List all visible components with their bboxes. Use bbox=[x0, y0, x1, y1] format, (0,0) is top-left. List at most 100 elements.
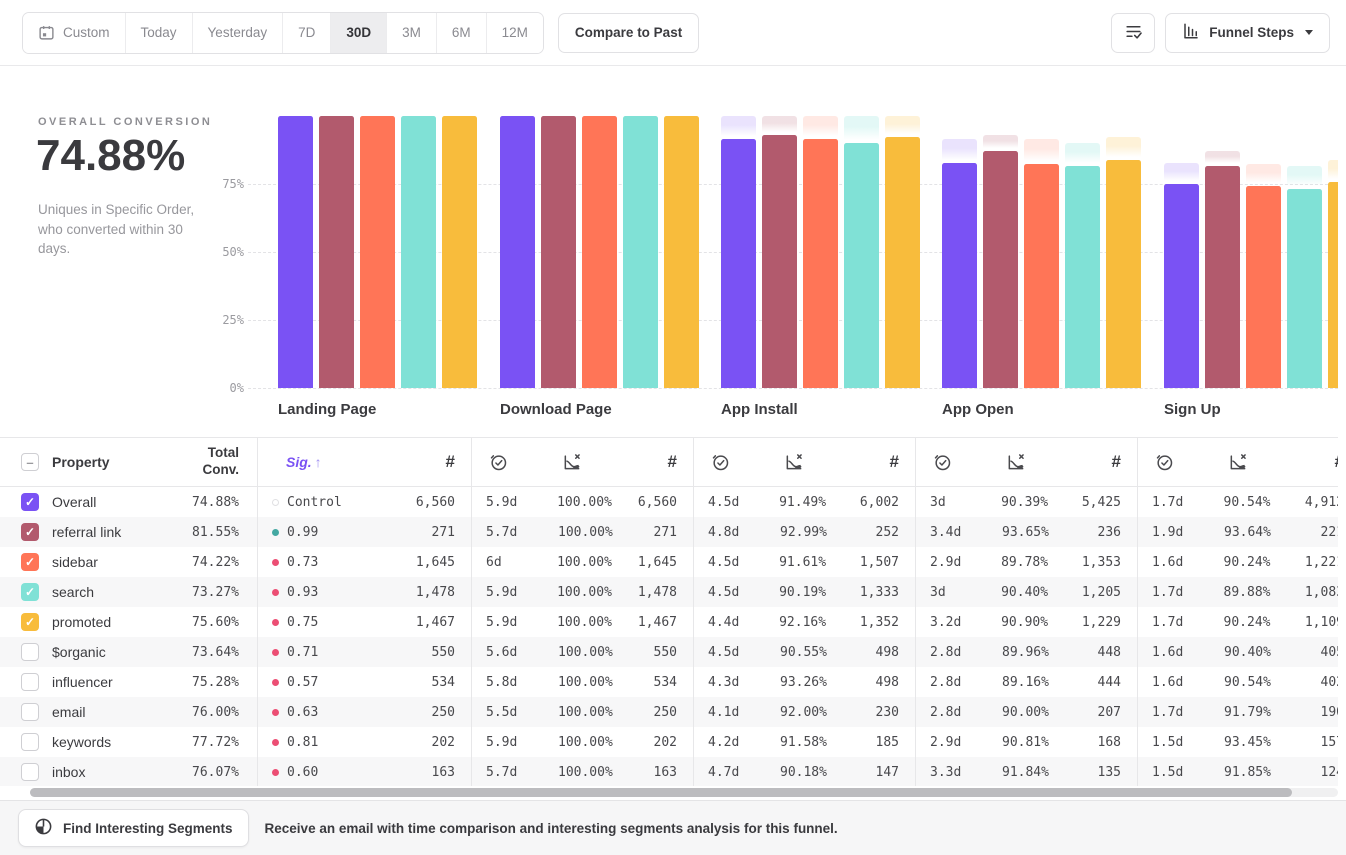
horizontal-scrollbar bbox=[0, 787, 1346, 800]
row-checkbox[interactable]: ✓ bbox=[21, 583, 39, 601]
step-count: 250 bbox=[653, 704, 677, 720]
bar-referral-link-0[interactable] bbox=[319, 116, 354, 388]
list-check-button[interactable] bbox=[1111, 12, 1156, 53]
step-group-cells-2: 5.7d 100.00% 163 bbox=[472, 757, 694, 786]
row-checkbox[interactable] bbox=[21, 703, 39, 721]
bar-Overall-2[interactable] bbox=[721, 139, 756, 388]
select-all-checkbox[interactable]: – bbox=[21, 453, 39, 471]
bar-sidebar-1[interactable] bbox=[582, 116, 617, 388]
find-interesting-segments-button[interactable]: Find Interesting Segments bbox=[18, 809, 249, 847]
step-count: 534 bbox=[653, 674, 677, 690]
time-to-convert: 1.7d bbox=[1152, 494, 1184, 510]
bar-cap-promoted-3 bbox=[1106, 137, 1141, 158]
overall-conversion-description: Uniques in Specific Order, who converted… bbox=[38, 202, 195, 257]
conversion-rate: 91.49% bbox=[779, 494, 827, 510]
total-conversion-value: 76.07% bbox=[192, 764, 239, 780]
count-column-header: # bbox=[1111, 452, 1121, 471]
bar-promoted-4[interactable] bbox=[1328, 182, 1338, 388]
find-interesting-segments-label: Find Interesting Segments bbox=[63, 820, 233, 836]
time-to-convert-header bbox=[916, 452, 988, 472]
bar-referral-link-4[interactable] bbox=[1205, 166, 1240, 388]
compare-to-past-button[interactable]: Compare to Past bbox=[557, 12, 700, 53]
row-checkbox[interactable] bbox=[21, 643, 39, 661]
row-checkbox[interactable]: ✓ bbox=[21, 523, 39, 541]
conversion-rate: 100.00% bbox=[557, 554, 612, 570]
conversion-rate: 90.90% bbox=[1001, 614, 1049, 630]
step-count: 230 bbox=[875, 704, 899, 720]
conversion-rate: 90.19% bbox=[779, 584, 827, 600]
range-7d[interactable]: 7D bbox=[282, 12, 331, 53]
time-to-convert: 3.4d bbox=[930, 524, 962, 540]
bar-Overall-0[interactable] bbox=[278, 116, 313, 388]
bar-referral-link-3[interactable] bbox=[983, 151, 1018, 388]
range-3m[interactable]: 3M bbox=[386, 12, 436, 53]
step-count: 498 bbox=[875, 644, 899, 660]
step-count: 157 bbox=[1320, 734, 1338, 750]
bar-Overall-1[interactable] bbox=[500, 116, 535, 388]
time-to-convert: 4.7d bbox=[708, 764, 740, 780]
bar-search-4[interactable] bbox=[1287, 188, 1322, 388]
bar-promoted-3[interactable] bbox=[1106, 160, 1141, 388]
conversion-rate: 89.16% bbox=[1002, 674, 1049, 690]
row-checkbox[interactable]: ✓ bbox=[21, 493, 39, 511]
row-checkbox[interactable]: ✓ bbox=[21, 613, 39, 631]
sig-dot-positive bbox=[272, 528, 279, 536]
bar-sidebar-4[interactable] bbox=[1246, 186, 1281, 388]
chart-type-dropdown[interactable]: Funnel Steps bbox=[1165, 12, 1330, 53]
property-name: email bbox=[52, 704, 86, 720]
sig-group-cells: 0.81 202 bbox=[258, 727, 472, 757]
row-checkbox[interactable]: ✓ bbox=[21, 553, 39, 571]
range-custom[interactable]: Custom bbox=[23, 12, 125, 53]
range-yesterday[interactable]: Yesterday bbox=[191, 12, 283, 53]
row-checkbox[interactable] bbox=[21, 733, 39, 751]
step-count: 207 bbox=[1097, 704, 1121, 720]
scrollbar-thumb[interactable] bbox=[30, 788, 1292, 797]
step-count: 271 bbox=[431, 524, 455, 540]
step-count: 1,478 bbox=[637, 584, 677, 600]
range-6m[interactable]: 6M bbox=[435, 12, 486, 53]
conversion-rate: 90.81% bbox=[1002, 734, 1049, 750]
step-label-0: Landing Page bbox=[278, 401, 377, 418]
row-checkbox[interactable] bbox=[21, 763, 39, 781]
row-checkbox[interactable] bbox=[21, 673, 39, 691]
bar-Overall-3[interactable] bbox=[942, 163, 977, 388]
sig-group-cells: 0.75 1,467 bbox=[258, 607, 472, 637]
bar-promoted-1[interactable] bbox=[664, 116, 699, 388]
range-today[interactable]: Today bbox=[124, 12, 192, 53]
table-row-keywords: keywords 77.72% 0.81 202 5.9d 100.00% 202 4.2d 9… bbox=[0, 727, 1338, 757]
bar-referral-link-1[interactable] bbox=[541, 116, 576, 388]
bar-referral-link-2[interactable] bbox=[762, 135, 797, 388]
bar-cap-sidebar-4 bbox=[1246, 164, 1281, 184]
range-12m[interactable]: 12M bbox=[485, 12, 543, 53]
step-count: 1,221 bbox=[1304, 554, 1338, 570]
bar-search-3[interactable] bbox=[1065, 166, 1100, 388]
significance-cell: 0.60 bbox=[258, 765, 364, 780]
conversion-rate: 90.54% bbox=[1224, 674, 1271, 690]
conversion-rate: 92.16% bbox=[779, 614, 827, 630]
step-group-cells-4: 2.8d 89.96% 448 bbox=[916, 637, 1138, 667]
step-count: 1,507 bbox=[859, 554, 899, 570]
conversion-rate-header bbox=[988, 452, 1084, 472]
bar-Overall-4[interactable] bbox=[1164, 184, 1199, 388]
sig-value: 0.71 bbox=[287, 644, 319, 660]
step-group-cells-3: 4.5d 91.49% 6,002 bbox=[694, 487, 916, 517]
bar-search-0[interactable] bbox=[401, 116, 436, 388]
step-label-2: App Install bbox=[721, 401, 798, 418]
bar-sidebar-3[interactable] bbox=[1024, 164, 1059, 388]
step-count: 1,205 bbox=[1081, 584, 1121, 600]
bar-search-2[interactable] bbox=[844, 142, 879, 388]
bar-promoted-0[interactable] bbox=[442, 116, 477, 388]
time-to-convert: 6d bbox=[486, 554, 502, 570]
bar-sidebar-0[interactable] bbox=[360, 116, 395, 388]
range-30d[interactable]: 30D bbox=[330, 12, 387, 53]
conversion-rate: 89.78% bbox=[1001, 554, 1049, 570]
bar-search-1[interactable] bbox=[623, 116, 658, 388]
time-to-convert: 4.4d bbox=[708, 614, 740, 630]
time-to-convert: 4.3d bbox=[708, 674, 740, 690]
significance-cell: 0.93 bbox=[258, 585, 364, 600]
bar-sidebar-2[interactable] bbox=[803, 138, 838, 388]
significance-column-header[interactable]: Sig. ↑ bbox=[286, 454, 322, 470]
conversion-rate: 100.00% bbox=[558, 704, 613, 720]
bar-promoted-2[interactable] bbox=[885, 137, 920, 388]
y-axis-tick: 0% bbox=[229, 381, 244, 395]
